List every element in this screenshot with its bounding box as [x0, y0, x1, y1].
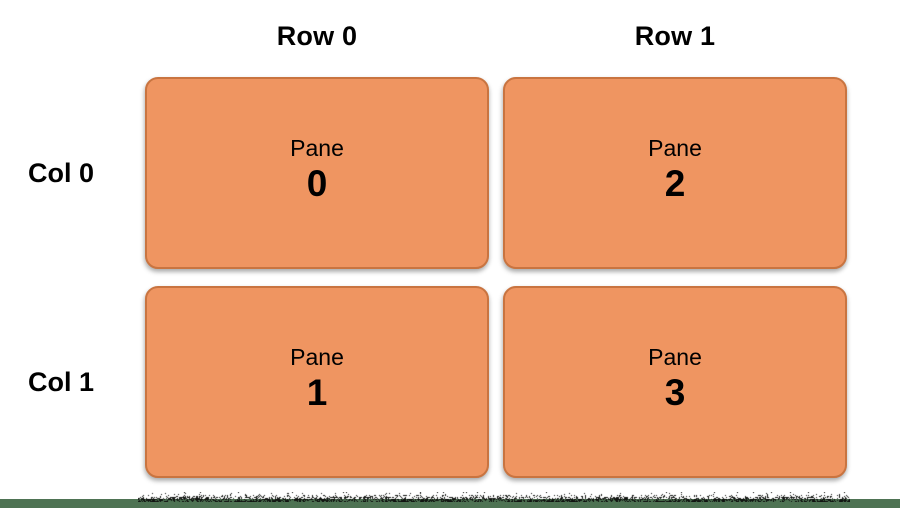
- pane-1-title: Pane: [290, 344, 344, 370]
- pane-2-number: 2: [664, 163, 686, 204]
- pane-0-number: 0: [306, 163, 328, 204]
- noise-edge: [138, 492, 850, 502]
- pane-2-title: Pane: [648, 135, 702, 161]
- pane-3-number: 3: [664, 372, 686, 413]
- row-header-0: Row 0: [276, 21, 358, 51]
- row-header-1: Row 1: [634, 21, 716, 51]
- pane-3: Pane 3: [503, 286, 847, 478]
- pane-0-title: Pane: [290, 135, 344, 161]
- pane-1: Pane 1: [145, 286, 489, 478]
- pane-2: Pane 2: [503, 77, 847, 269]
- bottom-bar: [0, 499, 900, 508]
- pane-3-title: Pane: [648, 344, 702, 370]
- col-label-0: Col 0: [27, 158, 94, 188]
- pane-0: Pane 0: [145, 77, 489, 269]
- pane-1-number: 1: [306, 372, 328, 413]
- col-label-1: Col 1: [27, 367, 94, 397]
